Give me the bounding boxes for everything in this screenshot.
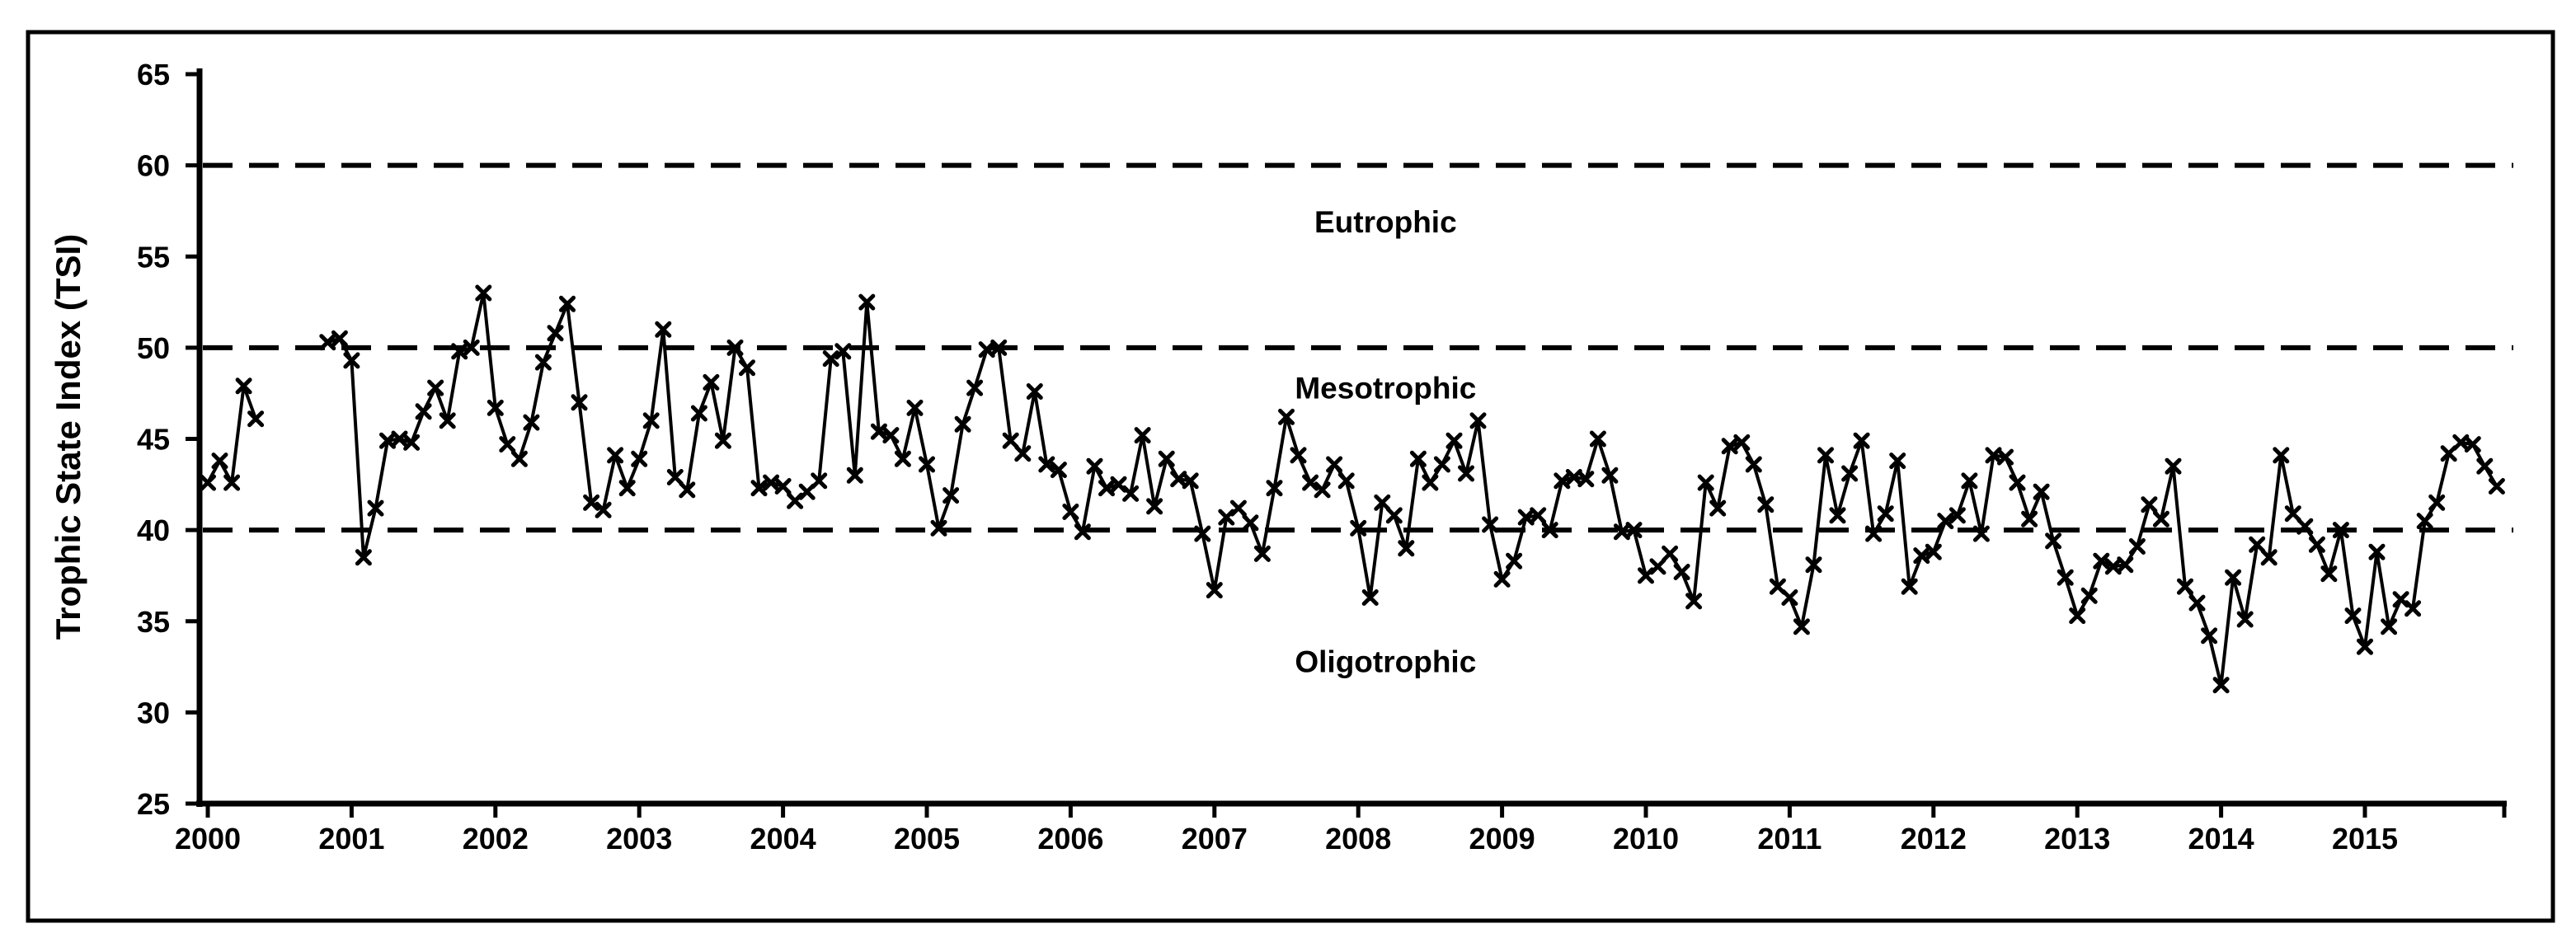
- figure-border: [26, 30, 2555, 923]
- x-tick-label-2006: 2006: [1037, 822, 1103, 856]
- x-tick-label-2011: 2011: [1757, 822, 1822, 856]
- y-tick-label-50: 50: [137, 331, 170, 365]
- x-tick-label-2004: 2004: [750, 822, 816, 856]
- x-tick-label-2007: 2007: [1182, 822, 1248, 856]
- y-tick-label-45: 45: [137, 423, 170, 457]
- x-tick-label-2002: 2002: [463, 822, 529, 856]
- axis-layer: 25 30 35 40 45 50 55 60 65 2000 2001 2002 2003 2004 20…: [137, 58, 2507, 856]
- x-tick-label-2005: 2005: [894, 822, 960, 856]
- label-layer: Trophic State Index (TSI) Eutrophic Meso…: [49, 205, 1476, 678]
- y-tick-label-25: 25: [137, 787, 170, 821]
- zone-label-oligotrophic: Oligotrophic: [1295, 645, 1476, 678]
- y-tick-label-60: 60: [137, 149, 170, 183]
- x-tick-label-2014: 2014: [2188, 822, 2254, 856]
- x-tick-label-2013: 2013: [2044, 822, 2110, 856]
- x-tick-label-2012: 2012: [1901, 822, 1967, 856]
- y-tick-label-40: 40: [137, 513, 170, 547]
- y-tick-label-35: 35: [137, 605, 170, 639]
- x-tick-label-2003: 2003: [606, 822, 672, 856]
- y-axis-title: Trophic State Index (TSI): [49, 234, 87, 640]
- x-tick-label-2010: 2010: [1613, 822, 1679, 856]
- x-tick-label-2001: 2001: [318, 822, 384, 856]
- y-tick-label-30: 30: [137, 696, 170, 729]
- y-tick-label-65: 65: [137, 58, 170, 91]
- data-point-markers: [200, 284, 2505, 694]
- zone-label-eutrophic: Eutrophic: [1314, 205, 1457, 239]
- series-layer: [200, 284, 2505, 694]
- y-tick-label-55: 55: [137, 240, 170, 274]
- x-tick-label-2015: 2015: [2332, 822, 2398, 856]
- zone-label-mesotrophic: Mesotrophic: [1295, 372, 1476, 406]
- x-tick-label-2000: 2000: [175, 822, 241, 856]
- x-tick-label-2008: 2008: [1325, 822, 1391, 856]
- x-tick-label-2009: 2009: [1469, 822, 1535, 856]
